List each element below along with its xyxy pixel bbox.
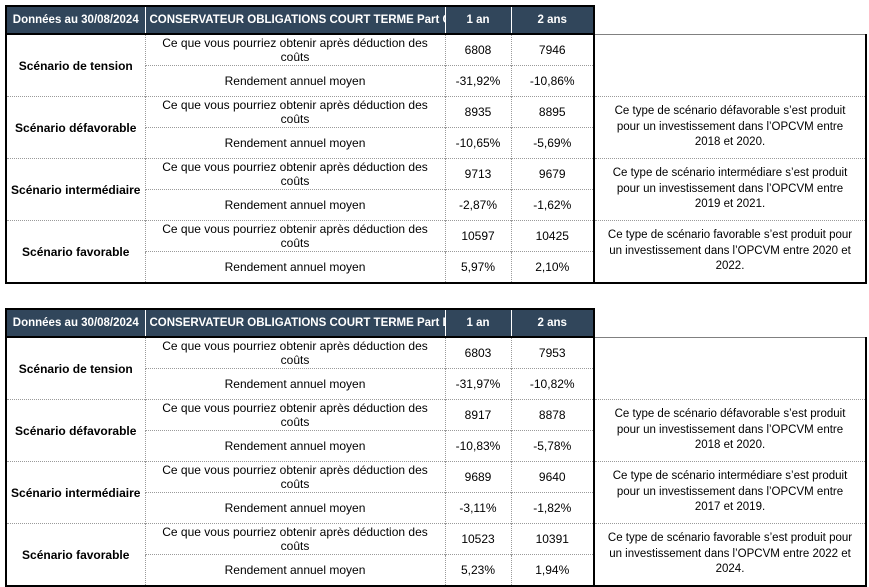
note-cell: Ce type de scénario favorable s’est prod…: [593, 523, 867, 587]
value-1an: 8935: [444, 96, 511, 128]
table-row: Scénario intermédiaire Ce que vous pourr…: [5, 461, 867, 524]
scenario-name-cell: Scénario de tension: [5, 336, 145, 400]
note-cell: Ce type de scénario intermédiare s’est p…: [593, 461, 867, 524]
scenario-name-cell: Scénario favorable: [5, 220, 145, 284]
table-row: Scénario de tension Ce que vous pourriez…: [5, 336, 867, 400]
note-cell: Ce type de scénario défavorable s’est pr…: [593, 399, 867, 462]
col-1an-header: 1 an: [444, 308, 511, 338]
note-cell: Ce type de scénario favorable s’est prod…: [593, 220, 867, 284]
obtain-label-cell: Ce que vous pourriez obtenir après déduc…: [144, 158, 445, 190]
scenario-name-cell: Scénario intermédiaire: [5, 461, 145, 524]
notes-header-spacer: [594, 309, 866, 338]
value-1an: -31,92%: [444, 65, 511, 97]
value-1an: 5,97%: [444, 251, 511, 284]
table-row: Rendement annuel moyen -10,83% -5,78%: [6, 430, 866, 462]
performance-table-part-c: Données au 30/08/2024 CONSERVATEUR OBLIG…: [5, 5, 867, 284]
value-2ans: 8878: [510, 399, 594, 431]
value-2ans: 10391: [510, 523, 594, 555]
table-row: Rendement annuel moyen -3,11% -1,82%: [6, 492, 866, 524]
value-1an: 10523: [444, 523, 511, 555]
value-2ans: 7953: [510, 336, 594, 369]
note-cell: [593, 33, 867, 97]
value-2ans: 7946: [510, 33, 594, 66]
yield-label-cell: Rendement annuel moyen: [144, 430, 445, 462]
value-1an: 5,23%: [444, 554, 511, 587]
value-2ans: -10,82%: [510, 368, 594, 400]
table-row: Scénario favorable Ce que vous pourriez …: [5, 220, 867, 284]
obtain-label-cell: Ce que vous pourriez obtenir après déduc…: [144, 523, 445, 555]
value-1an: -31,97%: [444, 368, 511, 400]
date-header: Données au 30/08/2024: [5, 308, 145, 338]
fund-header: CONSERVATEUR OBLIGATIONS COURT TERME Par…: [144, 308, 445, 338]
scenario-name-cell: Scénario de tension: [5, 33, 145, 97]
page: Données au 30/08/2024 CONSERVATEUR OBLIG…: [5, 5, 867, 587]
table-row: Rendement annuel moyen 5,97% 2,10%: [6, 251, 866, 284]
value-2ans: -1,62%: [510, 189, 594, 221]
performance-table-part-d: Données au 30/08/2024 CONSERVATEUR OBLIG…: [5, 308, 867, 587]
obtain-label-cell: Ce que vous pourriez obtenir après déduc…: [144, 399, 445, 431]
table-row: Scénario favorable Ce que vous pourriez …: [5, 523, 867, 587]
col-2ans-header: 2 ans: [510, 5, 595, 35]
value-2ans: 8895: [510, 96, 594, 128]
value-1an: -10,83%: [444, 430, 511, 462]
obtain-label-cell: Ce que vous pourriez obtenir après déduc…: [144, 220, 445, 252]
yield-label-cell: Rendement annuel moyen: [144, 492, 445, 524]
scenario-name-cell: Scénario favorable: [5, 523, 145, 587]
value-2ans: -1,82%: [510, 492, 594, 524]
header-row: Données au 30/08/2024 CONSERVATEUR OBLIG…: [5, 5, 866, 35]
value-2ans: 10425: [510, 220, 594, 252]
scenario-name-cell: Scénario défavorable: [5, 399, 145, 462]
table-row: Rendement annuel moyen -31,97% -10,82%: [6, 368, 866, 400]
table-row: Scénario défavorable Ce que vous pourrie…: [5, 96, 867, 159]
header-row: Données au 30/08/2024 CONSERVATEUR OBLIG…: [5, 308, 866, 338]
value-2ans: 2,10%: [510, 251, 594, 284]
value-1an: -10,65%: [444, 127, 511, 159]
table-row: Scénario défavorable Ce que vous pourrie…: [5, 399, 867, 462]
value-2ans: -5,69%: [510, 127, 594, 159]
yield-label-cell: Rendement annuel moyen: [144, 554, 445, 587]
table-row: Scénario de tension Ce que vous pourriez…: [5, 33, 867, 97]
fund-header: CONSERVATEUR OBLIGATIONS COURT TERME Par…: [144, 5, 445, 35]
note-cell: [593, 336, 867, 400]
table-row: Rendement annuel moyen -2,87% -1,62%: [6, 189, 866, 221]
value-2ans: 9640: [510, 461, 594, 493]
note-cell: Ce type de scénario défavorable s’est pr…: [593, 96, 867, 159]
obtain-label-cell: Ce que vous pourriez obtenir après déduc…: [144, 336, 445, 369]
table-row: Rendement annuel moyen -31,92% -10,86%: [6, 65, 866, 97]
value-1an: 8917: [444, 399, 511, 431]
obtain-label-cell: Ce que vous pourriez obtenir après déduc…: [144, 33, 445, 66]
scenario-name-cell: Scénario défavorable: [5, 96, 145, 159]
value-2ans: 1,94%: [510, 554, 594, 587]
obtain-label-cell: Ce que vous pourriez obtenir après déduc…: [144, 461, 445, 493]
date-header: Données au 30/08/2024: [5, 5, 145, 35]
value-2ans: 9679: [510, 158, 594, 190]
yield-label-cell: Rendement annuel moyen: [144, 368, 445, 400]
value-2ans: -10,86%: [510, 65, 594, 97]
value-1an: -3,11%: [444, 492, 511, 524]
notes-header-spacer: [594, 6, 866, 35]
value-1an: 6808: [444, 33, 511, 66]
col-1an-header: 1 an: [444, 5, 511, 35]
col-2ans-header: 2 ans: [510, 308, 595, 338]
value-2ans: -5,78%: [510, 430, 594, 462]
value-1an: 9689: [444, 461, 511, 493]
value-1an: 9713: [444, 158, 511, 190]
table-row: Rendement annuel moyen -10,65% -5,69%: [6, 127, 866, 159]
scenario-name-cell: Scénario intermédiaire: [5, 158, 145, 221]
value-1an: -2,87%: [444, 189, 511, 221]
obtain-label-cell: Ce que vous pourriez obtenir après déduc…: [144, 96, 445, 128]
table-row: Scénario intermédiaire Ce que vous pourr…: [5, 158, 867, 221]
note-cell: Ce type de scénario intermédiare s’est p…: [593, 158, 867, 221]
value-1an: 10597: [444, 220, 511, 252]
yield-label-cell: Rendement annuel moyen: [144, 65, 445, 97]
yield-label-cell: Rendement annuel moyen: [144, 189, 445, 221]
value-1an: 6803: [444, 336, 511, 369]
yield-label-cell: Rendement annuel moyen: [144, 251, 445, 284]
yield-label-cell: Rendement annuel moyen: [144, 127, 445, 159]
